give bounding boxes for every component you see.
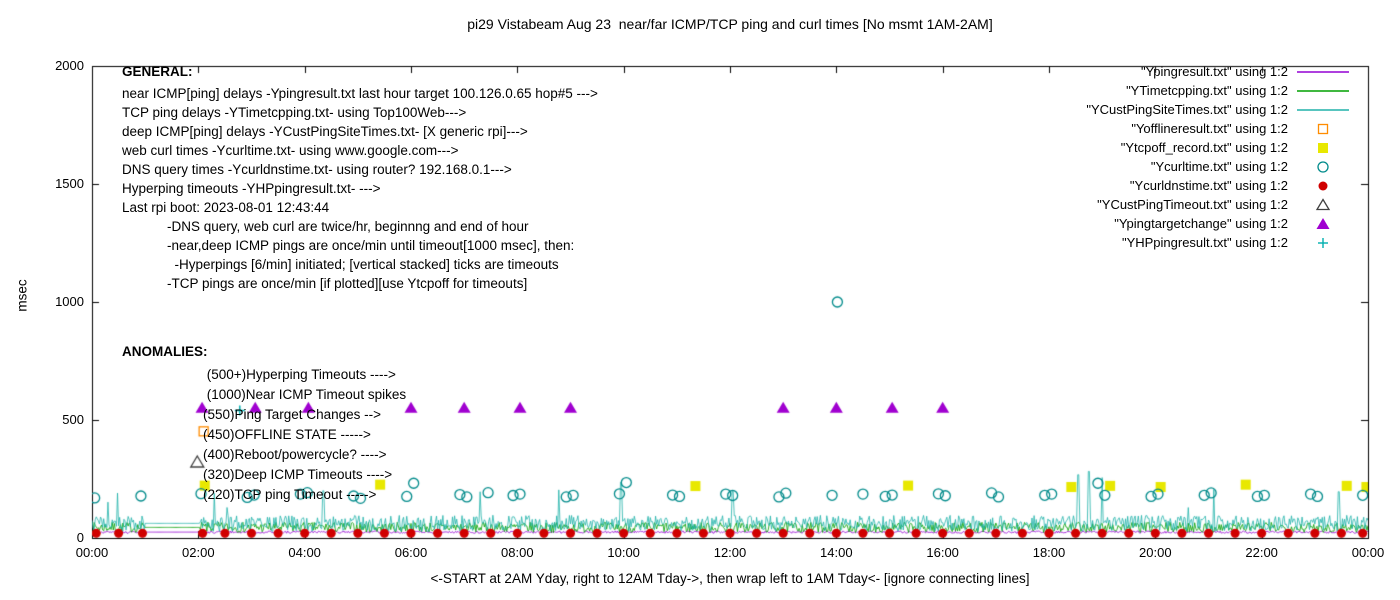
y-tick-label: 0 (76, 530, 84, 545)
general-annotation-line: -near,deep ICMP pings are once/min until… (122, 238, 575, 253)
x-tick-label: 08:00 (501, 545, 534, 560)
legend-label: "Ypingresult.txt" using 1:2 (1140, 64, 1288, 79)
general-annotation-line: Hyperping timeouts -YHPpingresult.txt- -… (122, 181, 381, 196)
general-annotations: GENERAL: near ICMP[ping] delays -Ypingre… (122, 64, 598, 293)
legend-label: "Ycurldnstime.txt" using 1:2 (1129, 178, 1288, 193)
legend-marker-line-icon (1294, 103, 1352, 117)
anomalies-header: ANOMALIES: (122, 344, 208, 359)
anomaly-annotation-line: (500+)Hyperping Timeouts ----> (203, 367, 396, 382)
legend-item: "YHPpingresult.txt" using 1:2 (1086, 233, 1352, 252)
x-tick-label: 06:00 (394, 545, 428, 560)
legend-marker-line-icon (1294, 84, 1352, 98)
legend-item: "Ypingresult.txt" using 1:2 (1086, 62, 1352, 81)
general-header: GENERAL: (122, 64, 193, 79)
legend-item: "Ycurltime.txt" using 1:2 (1086, 157, 1352, 176)
general-annotation-line: DNS query times -Ycurldnstime.txt- using… (122, 162, 512, 177)
x-tick-label: 20:00 (1139, 545, 1172, 560)
anomaly-annotation-line: (450)OFFLINE STATE -----> (203, 427, 371, 442)
legend-label: "YTimetcpping.txt" using 1:2 (1126, 83, 1288, 98)
x-tick-label: 22:00 (1245, 545, 1278, 560)
legend-label: "YCustPingSiteTimes.txt" using 1:2 (1086, 102, 1288, 117)
x-tick-label: 02:00 (182, 545, 215, 560)
general-annotation-line: -Hyperpings [6/min] initiated; [vertical… (122, 257, 559, 272)
legend-label: "Ypingtargetchange" using 1:2 (1114, 216, 1288, 231)
legend-item: "YTimetcpping.txt" using 1:2 (1086, 81, 1352, 100)
chart-title: pi29 Vistabeam Aug 23 near/far ICMP/TCP … (467, 16, 993, 32)
legend-marker-plus-icon (1294, 236, 1352, 250)
x-tick-label: 12:00 (713, 545, 747, 560)
x-tick-label: 14:00 (820, 545, 853, 560)
general-annotation-line: -TCP pings are once/min [if plotted][use… (122, 276, 528, 291)
legend-label: "Yofflineresult.txt" using 1:2 (1131, 121, 1288, 136)
legend-label: "Ycurltime.txt" using 1:2 (1150, 159, 1288, 174)
x-tick-label: 00:00 (1351, 545, 1385, 560)
legend-marker-line-icon (1294, 65, 1352, 79)
general-annotation-line: -DNS query, web curl are twice/hr, begin… (122, 219, 529, 234)
legend-item: "YCustPingSiteTimes.txt" using 1:2 (1086, 100, 1352, 119)
legend-marker-square-open-icon (1294, 122, 1352, 136)
anomaly-annotation-line: (550)Ping Target Changes --> (203, 407, 381, 422)
legend-item: "Ypingtargetchange" using 1:2 (1086, 214, 1352, 233)
x-tick-label: 04:00 (288, 545, 321, 560)
legend-item: "Yofflineresult.txt" using 1:2 (1086, 119, 1352, 138)
legend-item: "YCustPingTimeout.txt" using 1:2 (1086, 195, 1352, 214)
anomaly-annotation-line: (1000)Near ICMP Timeout spikes (203, 387, 407, 402)
legend-item: "Ycurldnstime.txt" using 1:2 (1086, 176, 1352, 195)
x-tick-label: 10:00 (607, 545, 640, 560)
legend-item: "Ytcpoff_record.txt" using 1:2 (1086, 138, 1352, 157)
y-tick-label: 2000 (55, 58, 84, 73)
general-annotation-line: Last rpi boot: 2023-08-01 12:43:44 (122, 200, 330, 215)
legend-label: "YHPpingresult.txt" using 1:2 (1121, 235, 1288, 250)
general-annotation-line: web curl times -Ycurltime.txt- using www… (122, 143, 459, 158)
legend-label: "YCustPingTimeout.txt" using 1:2 (1097, 197, 1288, 212)
legend-marker-circle-filled-icon (1294, 179, 1352, 193)
legend-marker-triangle-filled-icon (1294, 217, 1352, 231)
general-annotation-line: deep ICMP[ping] delays -YCustPingSiteTim… (122, 124, 528, 139)
legend-marker-circle-open-icon (1294, 160, 1352, 174)
general-annotation-line: near ICMP[ping] delays -Ypingresult.txt … (122, 86, 598, 101)
legend-marker-square-filled-icon (1294, 141, 1352, 155)
y-axis-label: msec (14, 279, 30, 312)
anomaly-annotation-line: (320)Deep ICMP Timeouts ----> (203, 467, 393, 482)
legend-label: "Ytcpoff_record.txt" using 1:2 (1120, 140, 1288, 155)
legend-marker-triangle-open-icon (1294, 197, 1352, 212)
anomalies-annotations: (500+)Hyperping Timeouts ----> (1000)Nea… (203, 365, 406, 505)
x-tick-label: 18:00 (1032, 545, 1066, 560)
anomaly-annotation-line: (400)Reboot/powercycle? ----> (203, 447, 387, 462)
anomaly-annotation-line: (220)TCP ping Timeout -----> (203, 487, 377, 502)
x-tick-label: 16:00 (926, 545, 959, 560)
y-tick-label: 500 (62, 412, 84, 427)
y-tick-label: 1000 (55, 294, 84, 309)
x-axis-label: <-START at 2AM Yday, right to 12AM Tday-… (430, 571, 1030, 586)
general-annotation-line: TCP ping delays -YTimetcpping.txt- using… (122, 105, 467, 120)
y-tick-label: 1500 (55, 176, 84, 191)
legend: "Ypingresult.txt" using 1:2 "YTimetcpping… (1086, 62, 1352, 252)
x-tick-label: 00:00 (75, 545, 109, 560)
